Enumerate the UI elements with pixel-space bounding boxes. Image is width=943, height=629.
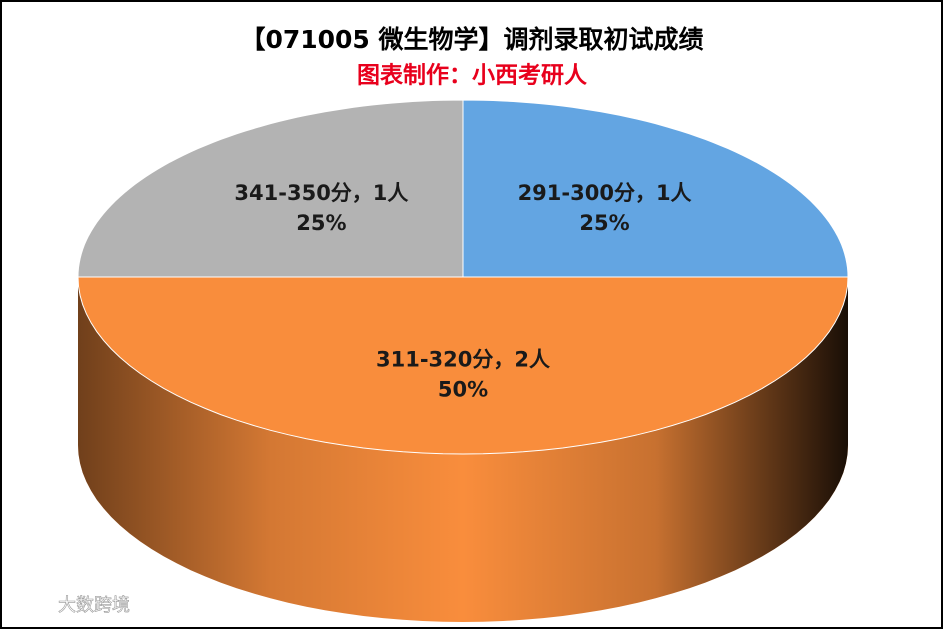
slice-side-shade	[78, 277, 848, 622]
data-label-category: 291-300分，1人	[518, 181, 692, 205]
data-label-category: 311-320分，2人	[376, 347, 550, 371]
data-label-value: 25%	[296, 211, 346, 235]
data-label-value: 50%	[438, 377, 488, 401]
data-label-category: 341-350分，1人	[234, 181, 408, 205]
chart-title: 【071005 微生物学】调剂录取初试成绩	[240, 25, 703, 54]
chart-subtitle: 图表制作：小西考研人	[357, 63, 588, 89]
slice	[462, 99, 849, 278]
slice	[77, 99, 464, 278]
pie: 291-300分，1人 25% 311-320分，2人 50% 341-350分，1人 2…	[77, 99, 849, 622]
slice	[77, 276, 849, 455]
data-label-value: 25%	[579, 211, 629, 235]
watermark: 大数跨境	[58, 595, 130, 616]
